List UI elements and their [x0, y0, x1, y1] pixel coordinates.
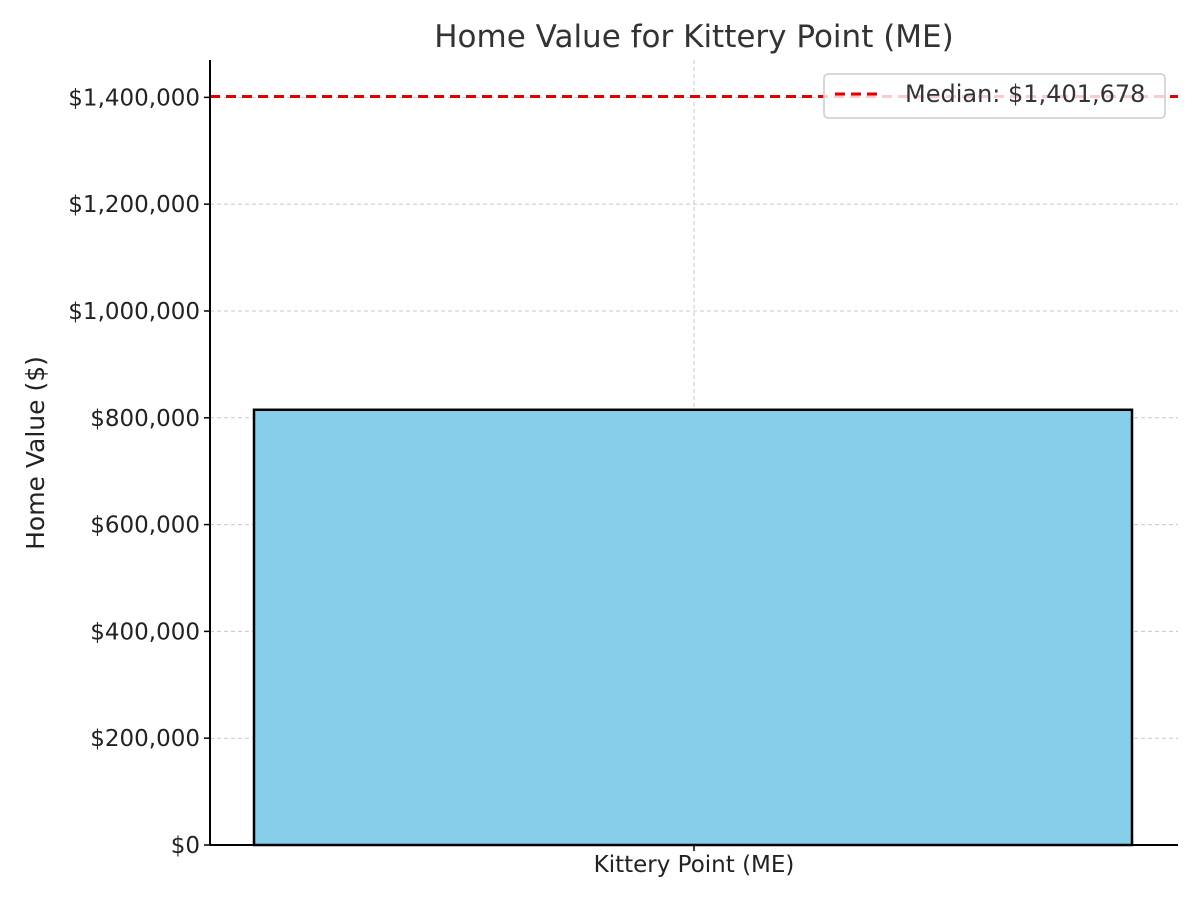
y-tick-label: $800,000	[90, 406, 200, 432]
y-tick-label: $1,400,000	[68, 85, 200, 111]
bar	[252, 408, 1134, 847]
legend: Median: $1,401,678	[823, 73, 1166, 119]
y-tick-label: $200,000	[90, 726, 200, 752]
y-tick-label: $1,200,000	[68, 192, 200, 218]
legend-label-median: Median: $1,401,678	[905, 80, 1145, 108]
y-axis-label: Home Value ($)	[21, 356, 50, 550]
y-tick-label: $0	[171, 833, 200, 859]
y-tick-label: $1,000,000	[68, 299, 200, 325]
bars-layer	[252, 408, 1134, 847]
y-tick-label: $400,000	[90, 619, 200, 645]
x-tick-label: Kittery Point (ME)	[594, 852, 795, 878]
y-tick-label: $600,000	[90, 513, 200, 539]
tick-labels-layer: $0 $200,000 $400,000 $600,000 $800,000 $1,000…	[68, 85, 794, 878]
legend-box	[823, 73, 1166, 119]
axes-layer	[204, 60, 1178, 851]
chart-title: Home Value for Kittery Point (ME)	[434, 19, 953, 55]
